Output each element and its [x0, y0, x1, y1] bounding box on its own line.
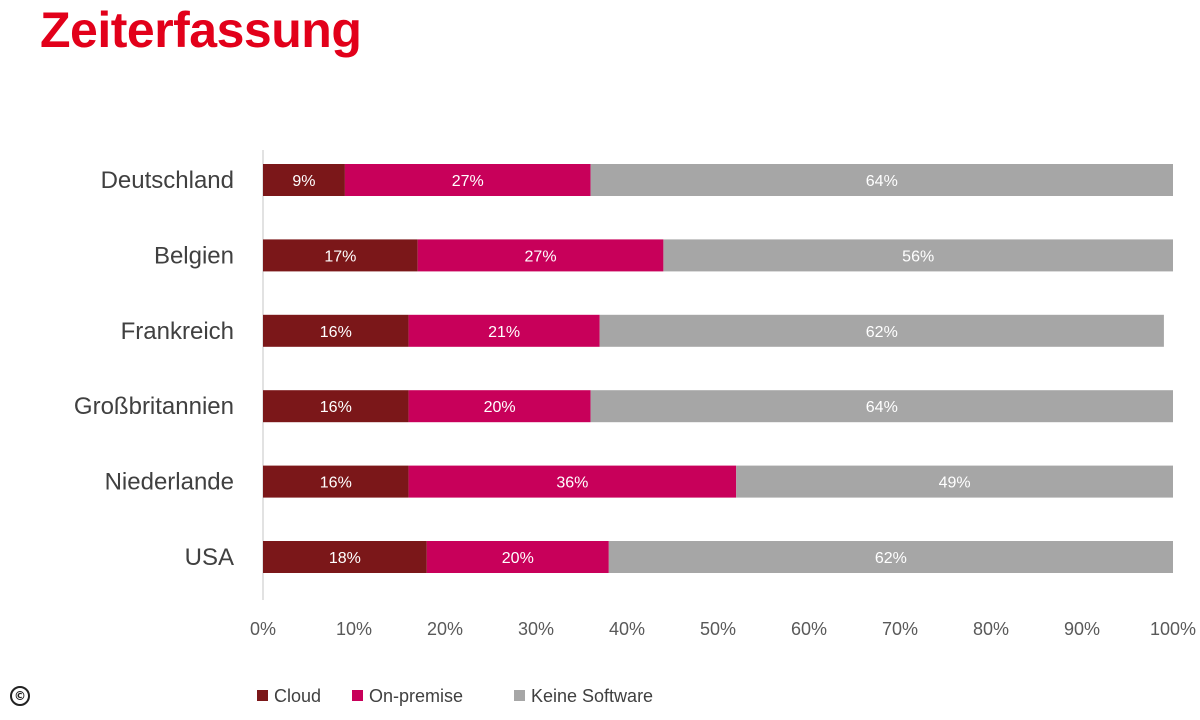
data-label: 62% [875, 550, 907, 567]
category-label: Niederlande [105, 469, 234, 496]
bar-segment [663, 239, 1173, 272]
bar-segment [590, 164, 1173, 196]
x-tick-label: 10% [336, 619, 372, 639]
bar-segment [263, 164, 345, 196]
legend-swatch [514, 690, 525, 701]
category-label: USA [185, 544, 234, 571]
x-tick-label: 80% [973, 619, 1009, 639]
axis-layer: 0% 10% 20% 30% 40% 50% 60% 70% 80% 90% 100% [250, 150, 1196, 639]
data-label: 49% [939, 475, 971, 492]
x-tick-label: 60% [791, 619, 827, 639]
category-label: Frankreich [121, 318, 234, 345]
data-label: 64% [866, 399, 898, 416]
legend-entry: On-premise [369, 686, 463, 706]
data-label: 20% [502, 550, 534, 567]
data-label: 17% [324, 248, 356, 265]
x-tick-label: 100% [1150, 619, 1196, 639]
data-label: 21% [488, 324, 520, 341]
bar-segment [408, 390, 591, 423]
bar-segment [263, 239, 418, 272]
category-label: Großbritannien [74, 393, 234, 420]
data-label: 27% [452, 173, 484, 190]
legend: Cloud On-premise Keine Software [257, 686, 653, 706]
bar-segment [408, 314, 600, 347]
x-tick-label: 90% [1064, 619, 1100, 639]
data-label: 36% [556, 475, 588, 492]
data-label: 9% [292, 173, 315, 190]
x-tick-label: 0% [250, 619, 276, 639]
data-label: 18% [329, 550, 361, 567]
data-label: 27% [525, 248, 557, 265]
bar-segment [263, 541, 427, 573]
bar-segment [408, 465, 737, 498]
category-label: Belgien [154, 242, 234, 269]
x-tick-label: 20% [427, 619, 463, 639]
data-label: 16% [320, 475, 352, 492]
bar-segment [599, 314, 1164, 347]
data-label: 16% [320, 324, 352, 341]
data-label: 20% [484, 399, 516, 416]
category-label: Deutschland [101, 167, 234, 194]
bar-segment [608, 541, 1173, 573]
legend-entry: Keine Software [531, 686, 653, 706]
chart-title: Zeiterfassung [40, 2, 362, 58]
bar-segment [736, 465, 1173, 498]
bar-segment [590, 390, 1173, 423]
x-tick-label: 70% [882, 619, 918, 639]
bar-segment [263, 390, 409, 423]
copyright-icon: © [10, 686, 30, 706]
legend-entry: Cloud [274, 686, 321, 706]
bar-segment [426, 541, 609, 573]
labels-layer: Deutschland 9% 27% 64% Belgien 17% 27% 56% Frank… [74, 167, 971, 571]
bars-layer [263, 164, 1173, 573]
x-tick-label: 30% [518, 619, 554, 639]
x-tick-label: 40% [609, 619, 645, 639]
bar-segment [263, 314, 409, 347]
data-label: 64% [866, 173, 898, 190]
bar-segment [344, 164, 591, 196]
data-label: 56% [902, 248, 934, 265]
data-label: 16% [320, 399, 352, 416]
data-label: 62% [866, 324, 898, 341]
bar-segment [417, 239, 664, 272]
legend-swatch [352, 690, 363, 701]
x-tick-label: 50% [700, 619, 736, 639]
bar-segment [263, 465, 409, 498]
legend-swatch [257, 690, 268, 701]
